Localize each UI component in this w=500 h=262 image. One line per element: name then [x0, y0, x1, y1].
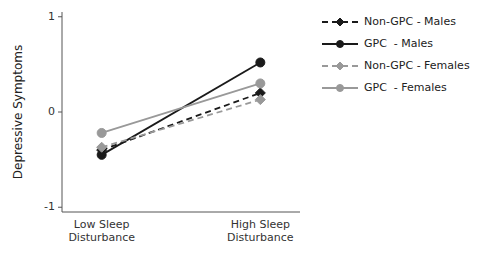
- plot-area: [97, 58, 266, 159]
- series-line: [102, 62, 261, 154]
- legend-label: GPC - Males: [364, 37, 433, 50]
- x-tick-label-line: Disturbance: [227, 231, 294, 244]
- x-axis: [62, 212, 300, 213]
- legend-marker: [337, 41, 344, 48]
- legend: Non-GPC - Males GPC - Males Non-GPC - Fema…: [322, 15, 470, 94]
- series-marker: [255, 95, 265, 105]
- y-tick-label: 1: [48, 10, 55, 23]
- y-tick-label: -1: [44, 200, 55, 213]
- x-tick-label-line: High Sleep: [231, 218, 290, 231]
- x-tick-label: High SleepDisturbance: [227, 218, 294, 244]
- y-tick: [58, 207, 62, 208]
- legend-label: Non-GPC - Females: [364, 59, 470, 72]
- y-tick: [58, 112, 62, 113]
- x-tick-label-line: Disturbance: [68, 231, 135, 244]
- series-marker: [256, 79, 265, 88]
- legend-label: Non-GPC - Males: [364, 15, 456, 28]
- series-marker: [97, 128, 106, 137]
- series-line: [102, 100, 261, 148]
- chart: -101Low SleepDisturbanceHigh SleepDistur…: [0, 0, 500, 262]
- legend-marker: [337, 85, 344, 92]
- series-line: [102, 83, 261, 133]
- series-marker: [97, 142, 107, 152]
- y-axis-label: Depressive Symptoms: [11, 45, 25, 179]
- x-tick-label-line: Low Sleep: [74, 218, 130, 231]
- legend-marker: [336, 62, 344, 70]
- y-tick-label: 0: [48, 105, 55, 118]
- legend-marker: [336, 18, 344, 26]
- y-tick: [58, 16, 62, 17]
- series-marker: [256, 58, 265, 67]
- legend-label: GPC - Females: [364, 81, 447, 94]
- x-tick-label: Low SleepDisturbance: [68, 218, 135, 244]
